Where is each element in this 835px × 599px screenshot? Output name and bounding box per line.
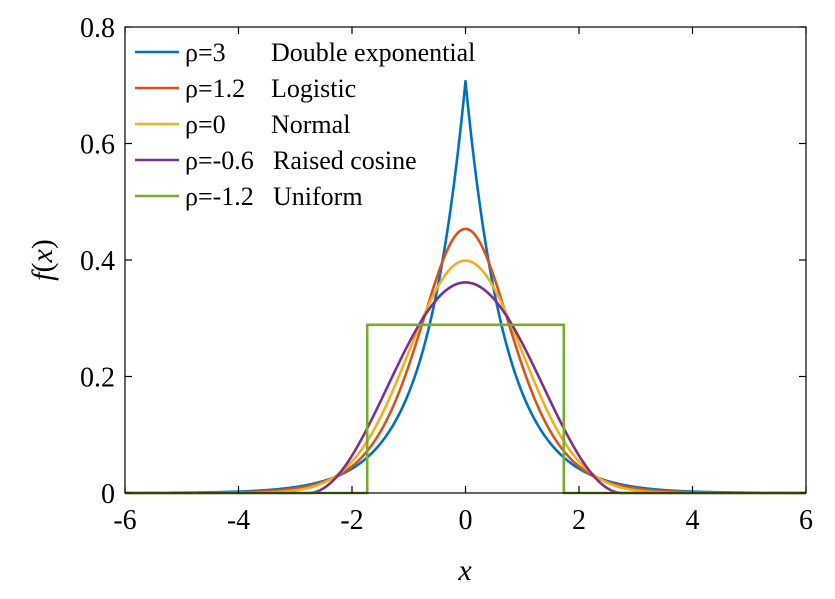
x-tick-label: -4: [227, 505, 250, 536]
x-tick-label: -2: [340, 505, 363, 536]
x-tick-label: 0: [459, 505, 473, 536]
y-axis-label: f(x): [26, 239, 59, 281]
series-line-normal: [124, 259, 807, 495]
y-tick-label: 0.2: [80, 363, 115, 394]
legend-rho-label: ρ=-1.2: [185, 182, 254, 211]
legend: ρ=3 Double exponential ρ=1.2 Logistic ρ=0 Nor…: [135, 38, 475, 211]
legend-series-name: Raised cosine: [273, 146, 417, 175]
y-axis-label-x: x: [26, 248, 59, 263]
legend-rho-label: ρ=3: [185, 38, 226, 67]
y-axis-label-close: ): [26, 239, 59, 249]
x-tick-label: -6: [113, 505, 136, 536]
series-line-raised-cosine: [124, 281, 807, 495]
legend-rho-label: ρ=-0.6: [185, 146, 254, 175]
ticks-layer: -6 -4 -2 0 2 4 6 0 0.2 0.4 0.6 0.8: [80, 13, 813, 536]
series-layer: [124, 79, 807, 495]
x-tick-label: 4: [686, 505, 700, 536]
y-tick-label: 0: [101, 479, 115, 510]
legend-series-name: Logistic: [271, 74, 356, 103]
legend-series-name: Double exponential: [271, 38, 475, 67]
x-tick-label: 2: [572, 505, 586, 536]
legend-series-name: Uniform: [273, 182, 363, 211]
x-axis-label: x: [457, 554, 472, 587]
y-axis-label-open: (: [26, 262, 59, 272]
y-tick-label: 0.6: [80, 130, 115, 161]
series-line-uniform: [125, 323, 806, 495]
legend-series-name: Normal: [271, 110, 350, 139]
y-tick-label: 0.8: [80, 13, 115, 44]
series-line-laplace: [124, 79, 807, 495]
series-line-logistic: [124, 227, 807, 495]
legend-rho-label: ρ=1.2: [185, 74, 245, 103]
y-tick-label: 0.4: [80, 246, 115, 277]
legend-rho-label: ρ=0: [185, 110, 226, 139]
x-tick-label: 6: [799, 505, 813, 536]
